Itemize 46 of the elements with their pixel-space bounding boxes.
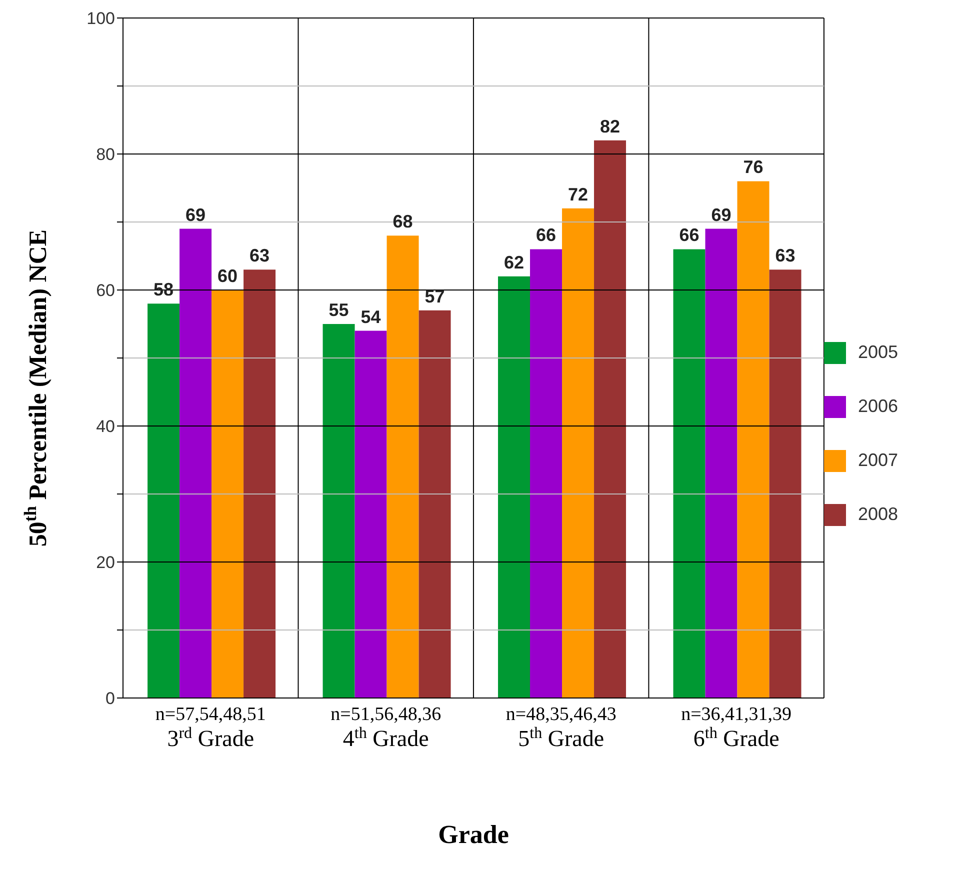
bar bbox=[594, 140, 626, 698]
bar bbox=[148, 304, 180, 698]
bar bbox=[244, 270, 276, 698]
x-axis-title: Grade bbox=[438, 820, 509, 849]
data-label: 62 bbox=[504, 252, 524, 272]
bar bbox=[673, 249, 706, 698]
data-label: 68 bbox=[392, 212, 413, 232]
data-label: 54 bbox=[360, 306, 381, 327]
legend-label: 2008 bbox=[858, 504, 898, 524]
bar bbox=[562, 208, 594, 698]
y-tick-label: 100 bbox=[86, 9, 115, 28]
bar bbox=[769, 270, 802, 698]
data-label: 82 bbox=[600, 116, 620, 136]
x-tick-label: n=57,54,48,51 3$^{rd}$ Grade bbox=[155, 704, 266, 751]
bar bbox=[705, 228, 738, 698]
bar bbox=[180, 228, 212, 698]
y-tick-label: 80 bbox=[96, 145, 115, 164]
bar bbox=[386, 236, 419, 698]
bar bbox=[498, 276, 530, 698]
bar bbox=[212, 290, 244, 698]
y-tick-label: 40 bbox=[96, 417, 115, 436]
data-label: 57 bbox=[424, 286, 445, 306]
data-label: 69 bbox=[186, 204, 206, 225]
data-label: 55 bbox=[328, 300, 349, 320]
bar bbox=[737, 181, 770, 698]
data-label: 69 bbox=[711, 204, 732, 225]
data-label: 72 bbox=[568, 184, 588, 204]
legend-label: 2005 bbox=[858, 342, 898, 362]
legend-label: 2006 bbox=[858, 396, 898, 416]
y-tick-label: 0 bbox=[106, 689, 115, 708]
bar bbox=[322, 324, 355, 698]
bar bbox=[530, 249, 562, 698]
x-tick-label: n=48,35,46,43 5$^{th}$ Grade bbox=[506, 704, 616, 751]
data-label: 63 bbox=[250, 246, 270, 266]
y-tick-label: 60 bbox=[96, 281, 115, 300]
x-tick-label: n=36,41,31,39 6$^{th}$ Grade bbox=[681, 704, 792, 751]
data-label: 76 bbox=[743, 157, 764, 178]
bar bbox=[354, 330, 387, 698]
x-tick-label: n=51,56,48,36 4$^{th}$ Grade bbox=[330, 704, 442, 751]
data-label: 63 bbox=[775, 246, 796, 266]
y-tick-label: 20 bbox=[96, 553, 115, 572]
legend-label: 2007 bbox=[858, 450, 898, 470]
bar bbox=[418, 310, 451, 698]
data-label: 60 bbox=[218, 266, 238, 286]
data-label: 66 bbox=[679, 225, 700, 246]
data-label: 66 bbox=[536, 225, 556, 246]
